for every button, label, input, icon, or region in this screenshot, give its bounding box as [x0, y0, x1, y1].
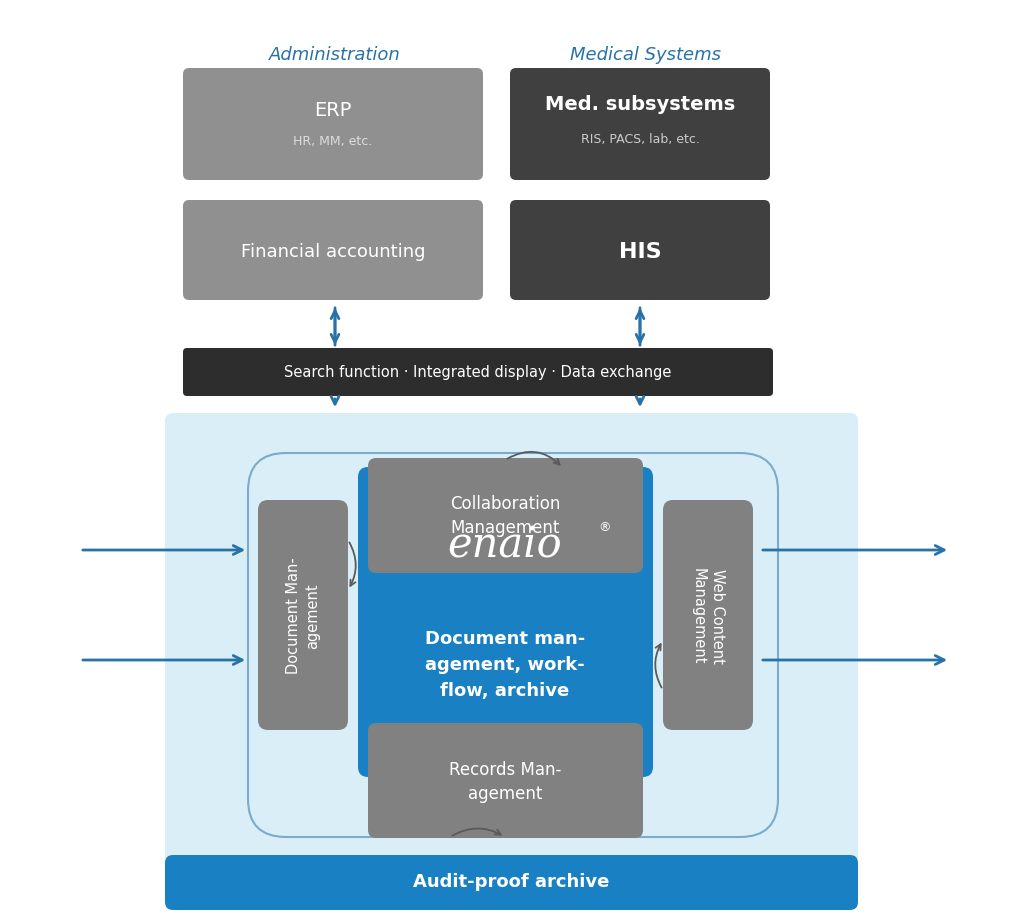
- Text: HIS: HIS: [618, 242, 662, 262]
- FancyBboxPatch shape: [368, 458, 643, 573]
- Text: Medical Systems: Medical Systems: [569, 46, 721, 64]
- FancyBboxPatch shape: [358, 467, 653, 777]
- Text: Administration: Administration: [269, 46, 400, 64]
- FancyBboxPatch shape: [258, 500, 348, 730]
- FancyBboxPatch shape: [510, 200, 770, 300]
- Text: enaio: enaio: [447, 524, 562, 566]
- Text: ®: ®: [599, 522, 611, 535]
- Text: Document man-
agement, work-
flow, archive: Document man- agement, work- flow, archi…: [425, 630, 585, 701]
- FancyBboxPatch shape: [183, 200, 483, 300]
- Text: Search function · Integrated display · Data exchange: Search function · Integrated display · D…: [285, 364, 672, 380]
- Text: Financial accounting: Financial accounting: [241, 243, 425, 261]
- FancyBboxPatch shape: [165, 413, 858, 893]
- Text: Document Man-
agement: Document Man- agement: [286, 558, 321, 674]
- FancyBboxPatch shape: [183, 68, 483, 180]
- Text: Web Content
Management: Web Content Management: [690, 568, 725, 664]
- Text: Records Man-
agement: Records Man- agement: [449, 762, 561, 803]
- FancyBboxPatch shape: [368, 723, 643, 838]
- FancyBboxPatch shape: [183, 348, 773, 396]
- Text: Audit-proof archive: Audit-proof archive: [413, 873, 609, 891]
- Text: Collaboration
Management: Collaboration Management: [450, 495, 560, 537]
- Text: Med. subsystems: Med. subsystems: [545, 96, 735, 114]
- FancyBboxPatch shape: [165, 855, 858, 910]
- FancyBboxPatch shape: [663, 500, 753, 730]
- Text: ERP: ERP: [314, 100, 351, 120]
- Text: RIS, PACS, lab, etc.: RIS, PACS, lab, etc.: [581, 134, 699, 147]
- FancyBboxPatch shape: [510, 68, 770, 180]
- Text: HR, MM, etc.: HR, MM, etc.: [293, 136, 373, 148]
